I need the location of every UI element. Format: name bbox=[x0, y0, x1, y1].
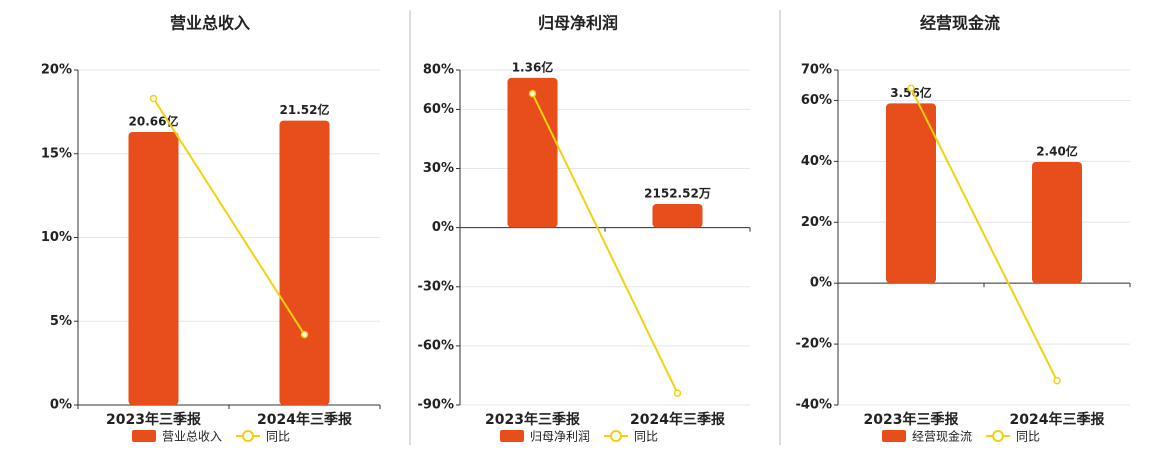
legend-swatch bbox=[992, 430, 1005, 442]
x-tick-label: 2024年三季报 bbox=[630, 411, 725, 428]
line bbox=[531, 93, 679, 394]
legend-label: 同比 bbox=[634, 430, 658, 444]
bar bbox=[507, 77, 558, 228]
chart-title: 经营现金流 bbox=[920, 14, 1000, 33]
point bbox=[528, 89, 537, 98]
y-tick-label: 5% bbox=[50, 314, 72, 329]
x-tick-label: 2023年三季报 bbox=[864, 411, 959, 428]
y-tick-label: 15% bbox=[41, 146, 72, 161]
chart-title: 归母净利润 bbox=[538, 14, 618, 33]
y-tick-label: 10% bbox=[41, 230, 72, 245]
bar bbox=[652, 203, 703, 228]
legend-swatch bbox=[610, 430, 623, 442]
legend-swatch bbox=[132, 430, 156, 442]
point bbox=[673, 389, 682, 397]
x-tick-label: 2024年三季报 bbox=[257, 411, 352, 428]
y-tick-label: -20% bbox=[795, 337, 832, 352]
x-tick-label: 2023年三季报 bbox=[485, 411, 580, 428]
line bbox=[152, 97, 306, 336]
bar bbox=[128, 131, 179, 405]
y-tick-label: 70% bbox=[801, 63, 832, 78]
y-tick-label: 0% bbox=[50, 398, 72, 413]
bar bbox=[886, 103, 936, 284]
y-tick-label: 60% bbox=[801, 93, 832, 108]
y-tick-label: -40% bbox=[795, 398, 832, 413]
y-tick-label: -90% bbox=[417, 398, 454, 413]
x-tick-label: 2023年三季报 bbox=[106, 411, 201, 428]
point bbox=[300, 330, 309, 339]
bar bbox=[279, 120, 330, 406]
legend-swatch bbox=[882, 430, 906, 442]
value-label: 21.52亿 bbox=[280, 102, 330, 117]
y-tick-label: 20% bbox=[801, 215, 832, 230]
y-tick-label: 30% bbox=[423, 161, 454, 176]
bar bbox=[1032, 161, 1082, 284]
y-tick-label: -60% bbox=[417, 338, 454, 353]
y-tick-label: 0% bbox=[810, 276, 832, 291]
point bbox=[149, 94, 158, 103]
legend-swatch bbox=[242, 430, 255, 442]
legend-label: 同比 bbox=[1016, 430, 1040, 444]
line bbox=[910, 87, 1058, 382]
y-tick-label: 20% bbox=[41, 63, 72, 78]
legend-swatch bbox=[500, 430, 524, 442]
y-tick-label: 80% bbox=[423, 63, 454, 78]
y-tick-label: 40% bbox=[801, 154, 832, 169]
value-label: 1.36亿 bbox=[512, 59, 554, 74]
y-tick-label: 60% bbox=[423, 102, 454, 117]
y-tick-label: 0% bbox=[432, 220, 454, 235]
legend-label: 经营现金流 bbox=[912, 429, 972, 444]
value-label: 3.56亿 bbox=[890, 85, 932, 100]
legend-label: 归母净利润 bbox=[530, 430, 590, 444]
point bbox=[907, 84, 915, 93]
y-tick-label: -30% bbox=[417, 279, 454, 294]
legend-label: 营业总收入 bbox=[162, 430, 222, 444]
chart-title: 营业总收入 bbox=[170, 14, 250, 33]
value-label: 2.40亿 bbox=[1036, 143, 1078, 158]
x-tick-label: 2024年三季报 bbox=[1010, 411, 1105, 428]
value-label: 2152.52万 bbox=[644, 186, 711, 200]
legend-label: 同比 bbox=[266, 430, 290, 444]
point bbox=[1053, 376, 1061, 385]
